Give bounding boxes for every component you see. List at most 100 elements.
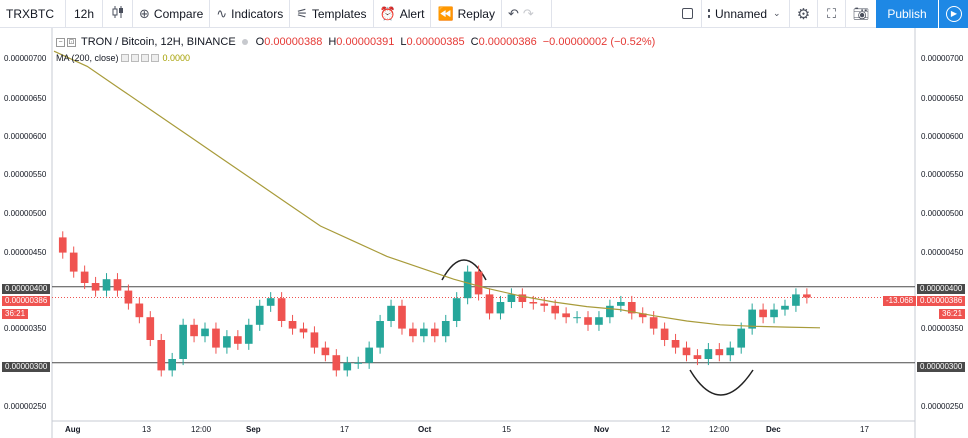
x-axis-label: Aug: [65, 425, 81, 434]
candle-body: [606, 305, 614, 318]
square-icon: [682, 8, 693, 19]
candle-body: [409, 328, 417, 337]
right-axis-label: 0.00000250: [921, 402, 964, 411]
candle-body: [452, 298, 461, 321]
x-axis-label: 12:00: [709, 425, 730, 434]
interval-button[interactable]: 12h: [66, 0, 103, 28]
candle-body: [212, 328, 220, 348]
collapse-icon[interactable]: −: [56, 37, 65, 47]
candle-body: [638, 313, 647, 318]
x-axis-label: 12: [661, 425, 670, 434]
candle-body: [80, 271, 89, 283]
candle-body: [463, 271, 472, 299]
candle-body: [595, 317, 603, 325]
undo-icon[interactable]: ↶: [507, 5, 519, 21]
candle-body: [573, 317, 581, 319]
candle-body: [102, 279, 111, 291]
candle-body: [551, 305, 560, 314]
ma-delete-icon[interactable]: [140, 54, 149, 62]
right-countdown-tag: 36:21: [939, 309, 966, 319]
ma-eye-icon[interactable]: [120, 54, 129, 62]
x-axis-label: Oct: [418, 425, 432, 434]
fullscreen-toggle[interactable]: [674, 0, 702, 28]
candle-body: [474, 271, 483, 295]
redo-icon[interactable]: ↷: [522, 5, 534, 21]
symbol-search[interactable]: TRXBTC: [0, 0, 66, 28]
candle-body: [617, 302, 625, 306]
candle-body: [146, 317, 155, 340]
gear-icon: ⚙: [796, 5, 811, 23]
indicators-icon: ∿: [216, 5, 228, 21]
right-price-tag: 0.00000386: [917, 296, 966, 306]
left-axis-label: 0.00000250: [4, 402, 47, 411]
close-value: 0.00000386: [478, 36, 537, 48]
publish-button[interactable]: Publish: [876, 0, 938, 28]
undo-redo-group: ↶ ↷: [502, 0, 552, 28]
left-axis-label: 0.00000350: [4, 324, 47, 333]
left-axis-label: 0.00000450: [4, 248, 47, 257]
right-axis-label: 0.00000650: [921, 94, 964, 103]
candle-body: [190, 324, 198, 337]
right-axis-label: 0.00000350: [921, 324, 964, 333]
interval-label: 12h: [73, 6, 95, 21]
candle-body: [682, 347, 691, 356]
candle-body: [770, 309, 778, 318]
expand-icon: ⛶: [826, 5, 837, 21]
alert-button[interactable]: ⏰ Alert: [374, 0, 432, 28]
chart-pane[interactable]: − ⊡ TRON / Bitcoin, 12H, BINANCE O 0.0000…: [0, 28, 968, 438]
candles-icon: [112, 5, 124, 22]
candle-body: [179, 324, 187, 359]
candle-body: [124, 290, 133, 304]
settings-button[interactable]: ⚙: [790, 0, 818, 28]
templates-label: Templates: [311, 6, 367, 21]
x-axis-label: 13: [142, 425, 151, 434]
ma-value: 0.0000: [162, 53, 191, 63]
chart-type-button[interactable]: [103, 0, 133, 28]
indicators-button[interactable]: ∿ Indicators: [210, 0, 291, 28]
low-key: L: [400, 36, 407, 48]
ma-more-icon[interactable]: [150, 54, 159, 62]
replay-icon: ⏪: [437, 5, 454, 21]
candle-body: [376, 321, 384, 348]
cloud-icon: [708, 9, 710, 18]
templates-button[interactable]: ⚟ Templates: [290, 0, 374, 28]
replay-button[interactable]: ⏪ Replay: [431, 0, 502, 28]
left-axis-label: 0.00000500: [4, 209, 47, 218]
candle-body: [91, 283, 100, 291]
candle-body: [759, 309, 767, 318]
candle-body: [244, 324, 253, 344]
right-axis-label: 0.00000500: [921, 209, 964, 218]
layout-menu[interactable]: Unnamed ⌄: [702, 0, 790, 28]
candle-body: [715, 349, 724, 356]
indicators-label: Indicators: [231, 6, 284, 21]
left-countdown-tag: 36:21: [2, 309, 29, 319]
fullscreen-button[interactable]: ⛶: [818, 0, 846, 28]
left-axis-label: 0.00000550: [4, 170, 47, 179]
candle-body: [584, 317, 592, 325]
snapshot-button[interactable]: 📷︎: [846, 0, 876, 28]
plus-circle-icon: ⊕: [139, 5, 150, 21]
candle-body: [310, 332, 319, 348]
candle-body: [365, 347, 373, 363]
candle-body: [792, 294, 800, 306]
right-axis-label: 0.00000600: [921, 132, 964, 141]
candle-body: [113, 279, 122, 291]
high-key: H: [328, 36, 337, 48]
templates-icon: ⚟: [296, 5, 308, 21]
close-key: C: [470, 36, 479, 48]
candle-body: [693, 355, 702, 359]
candle-body: [627, 302, 636, 314]
compare-button[interactable]: ⊕ Compare: [133, 0, 211, 28]
replay-label: Replay: [457, 6, 495, 21]
candle-body: [255, 305, 264, 325]
right-level-300-tag: 0.00000300: [917, 362, 966, 372]
ma-200-line: [53, 50, 821, 329]
play-icon: ▶: [945, 6, 962, 22]
candle-body: [69, 252, 78, 272]
candle-body: [507, 294, 516, 302]
candle-body: [332, 355, 341, 371]
ma-settings-icon[interactable]: [130, 54, 139, 62]
play-button[interactable]: ▶: [938, 0, 968, 28]
candle-body: [803, 294, 811, 298]
candle-body: [234, 336, 242, 344]
